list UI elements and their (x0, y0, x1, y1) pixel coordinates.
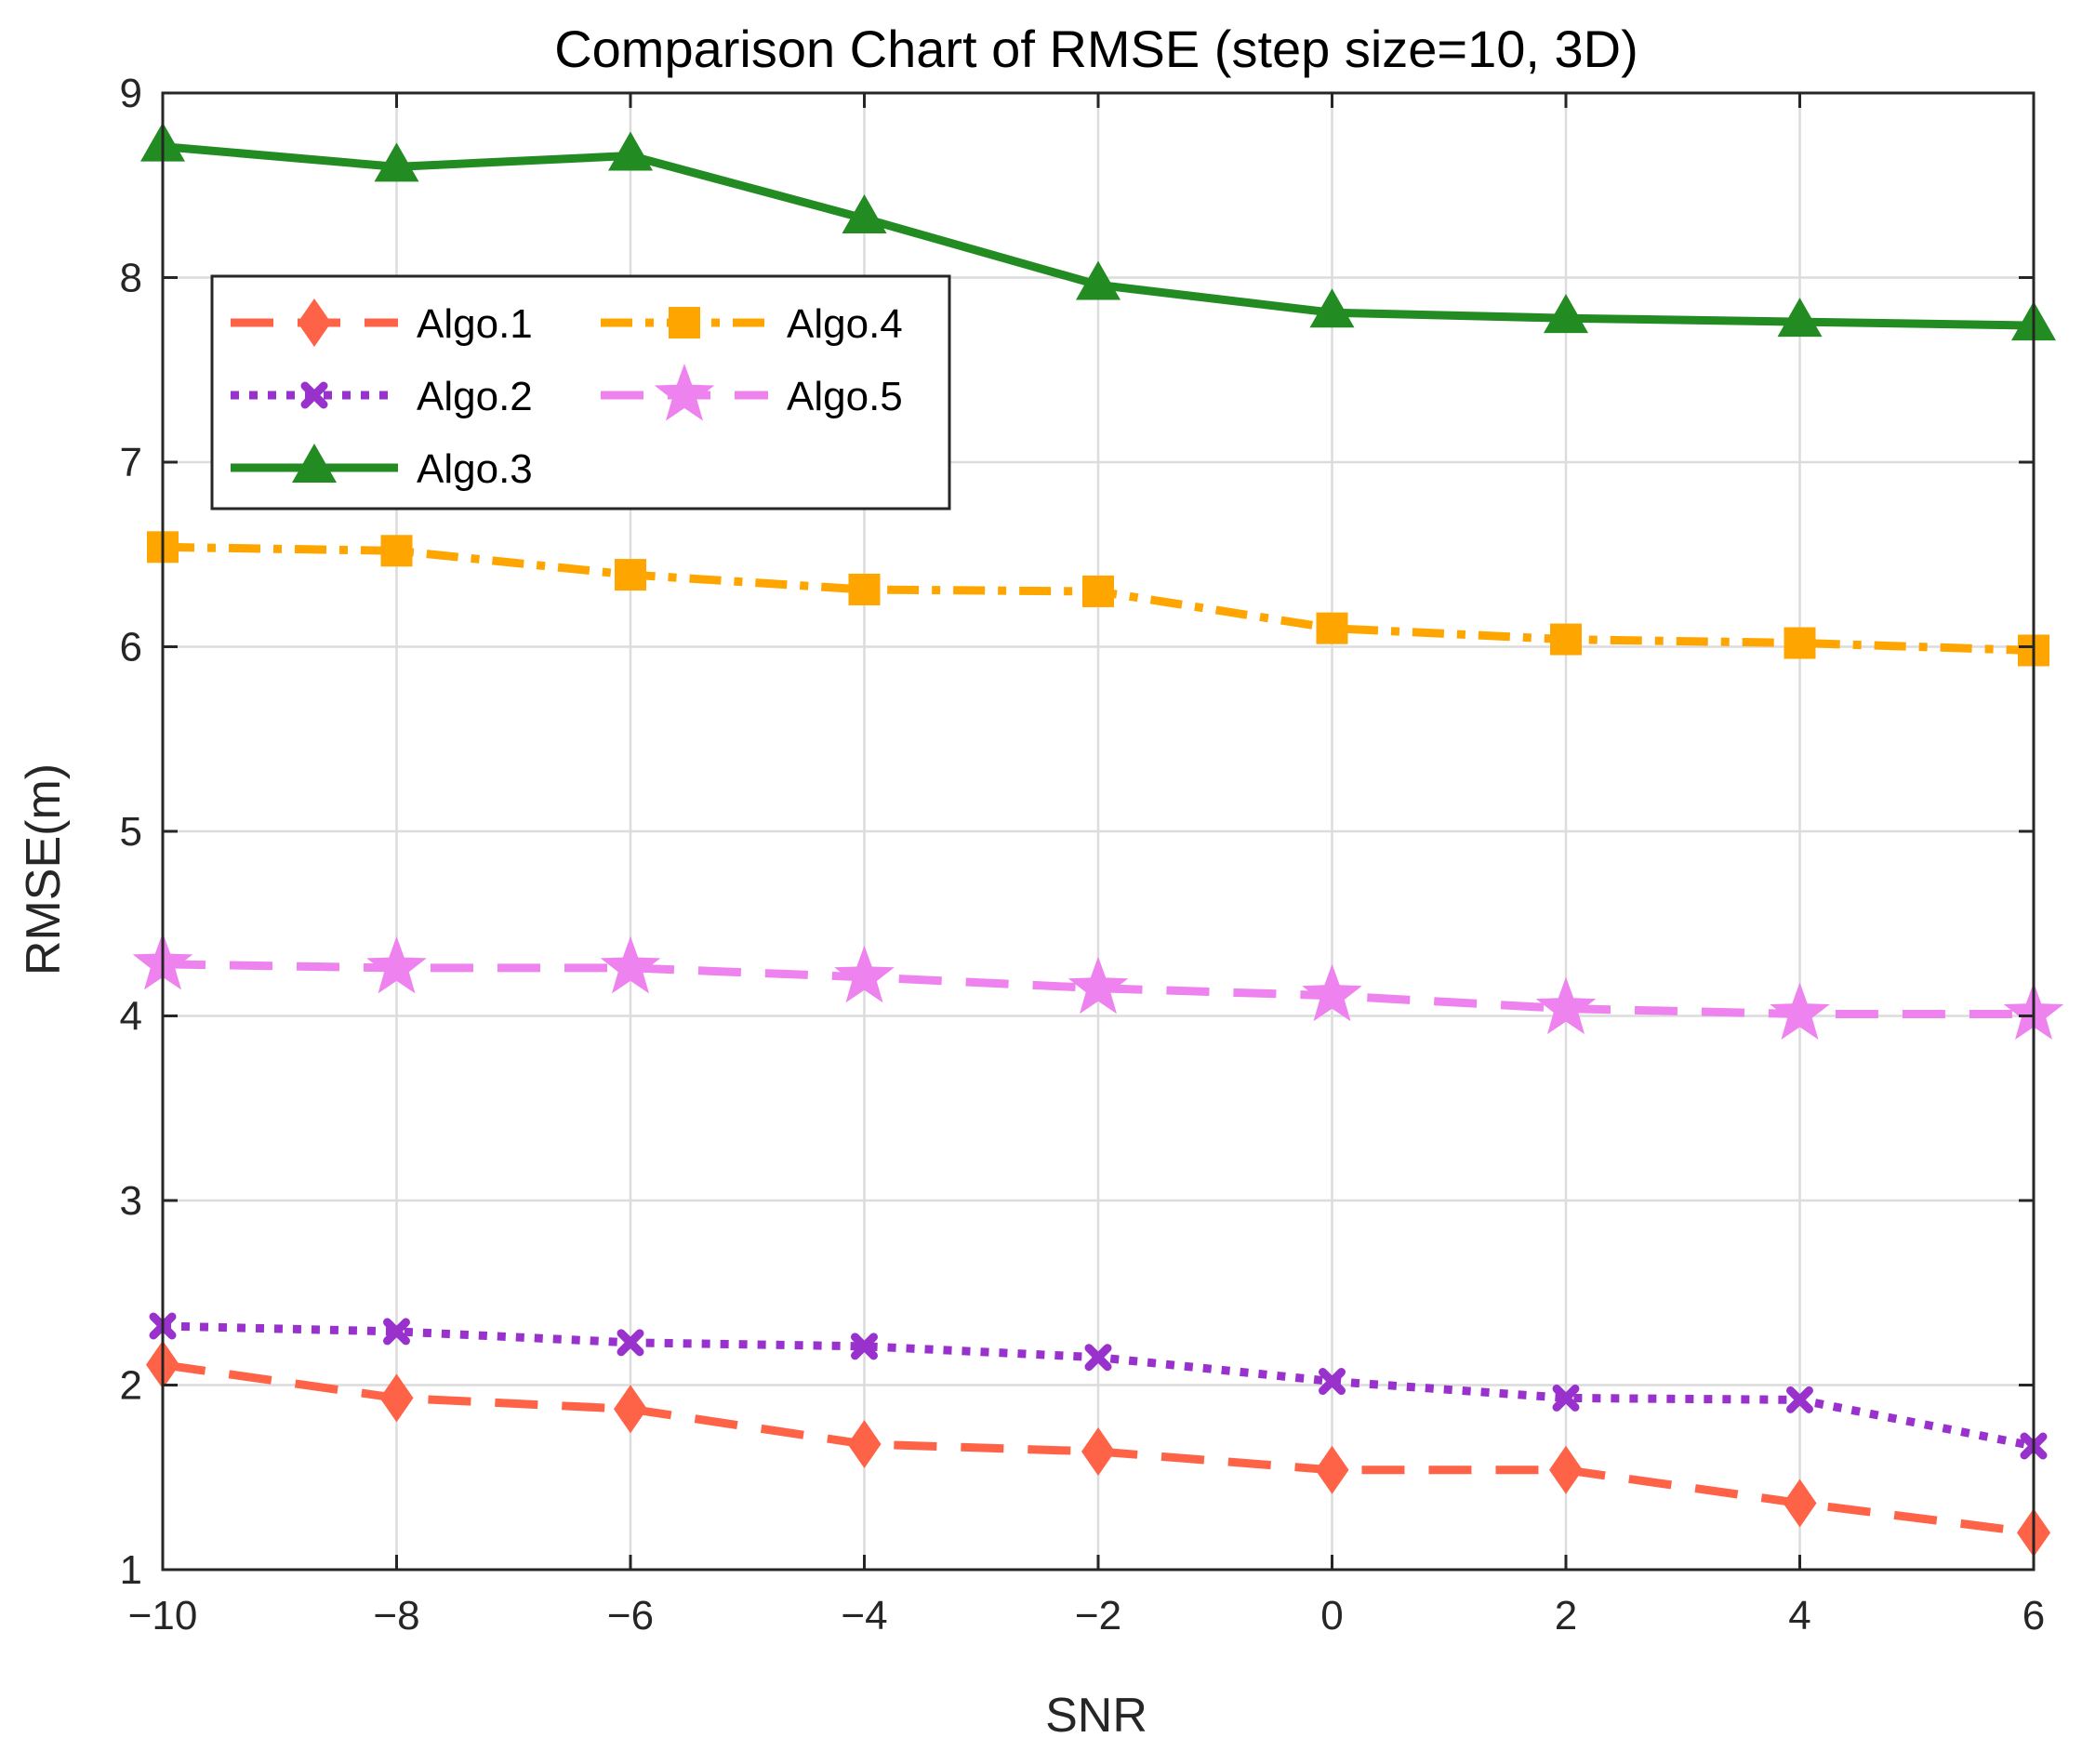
y-tick-label: 9 (120, 71, 142, 116)
data-point (1535, 976, 1597, 1035)
y-tick-label: 2 (120, 1363, 142, 1409)
data-point (614, 1385, 647, 1434)
series-line (162, 960, 2034, 1018)
data-point (617, 1329, 644, 1357)
data-point (1315, 1445, 1349, 1494)
y-tick-label: 8 (120, 256, 142, 301)
data-point (847, 1420, 882, 1469)
data-point (380, 535, 413, 567)
data-point (1550, 623, 1582, 656)
data-point (1309, 288, 1355, 328)
legend-label: Algo.3 (417, 446, 533, 492)
data-point (1544, 294, 1588, 334)
data-point (1770, 982, 1830, 1040)
data-point (383, 1318, 410, 1346)
x-tick-label: −8 (373, 1593, 419, 1638)
series-algo-4 (147, 531, 2049, 667)
legend-item: Algo.5 (601, 364, 903, 421)
data-point (366, 935, 427, 994)
data-point (851, 1333, 878, 1360)
data-point (374, 142, 419, 182)
data-point (1783, 1479, 1817, 1528)
legend: Algo.1 Algo.2 Algo.3 Algo.4 Algo.5 (210, 274, 951, 511)
legend-label: Algo.4 (787, 301, 903, 347)
legend-label: Algo.2 (417, 374, 533, 419)
data-point (615, 559, 646, 591)
y-tick-label: 7 (120, 440, 142, 485)
x-tick-label: −4 (841, 1593, 887, 1638)
legend-item: Algo.3 (231, 444, 533, 492)
x-tick-label: −6 (607, 1593, 654, 1638)
series-layer (132, 122, 2064, 1558)
data-point (1784, 627, 1816, 659)
x-tick-label: −10 (128, 1593, 198, 1638)
y-tick-label: 6 (120, 625, 142, 670)
x-tick-label: 6 (2022, 1593, 2045, 1638)
legend-marker (298, 298, 331, 347)
data-point (379, 1373, 414, 1423)
data-point (600, 935, 661, 994)
legend-marker (654, 364, 715, 421)
legend-label: Algo.5 (787, 374, 903, 419)
data-point (1082, 575, 1114, 607)
data-point (1076, 260, 1121, 300)
y-tick-label: 3 (120, 1178, 142, 1224)
data-point (1777, 298, 1823, 338)
data-point (1552, 1384, 1580, 1412)
legend-label: Algo.1 (417, 301, 533, 347)
data-point (1549, 1445, 1583, 1494)
legend-marker (300, 381, 328, 409)
data-point (608, 131, 653, 171)
x-tick-label: 0 (1320, 1593, 1343, 1638)
data-point (1068, 956, 1129, 1015)
x-axis-label: SNR (1045, 1689, 1147, 1743)
y-tick-label: 4 (120, 994, 142, 1040)
data-point (842, 193, 887, 233)
legend-item: Algo.1 (231, 298, 533, 347)
data-point (1319, 1368, 1346, 1396)
y-tick-label: 1 (120, 1547, 142, 1593)
data-point (1081, 1426, 1115, 1476)
data-point (1786, 1386, 1813, 1413)
ticks: −10 −8 −6 −4 −2 0 2 4 6 1 2 3 4 5 6 7 8 9 (120, 71, 2046, 1638)
series-algo-2 (149, 1312, 2048, 1460)
data-point (1084, 1344, 1112, 1372)
data-point (848, 573, 881, 605)
data-point (834, 945, 895, 1003)
x-tick-label: 4 (1788, 1593, 1810, 1638)
legend-item: Algo.4 (601, 301, 903, 347)
legend-marker (292, 444, 337, 483)
x-tick-label: 2 (1555, 1593, 1577, 1638)
legend-item: Algo.2 (231, 374, 533, 419)
y-axis-label: RMSE(m) (17, 763, 71, 975)
data-point (1302, 963, 1362, 1022)
x-tick-label: −2 (1075, 1593, 1121, 1638)
y-tick-label: 5 (120, 809, 142, 855)
data-point (1316, 612, 1348, 644)
legend-marker (669, 307, 700, 338)
chart-title: Comparison Chart of RMSE (step size=10, … (554, 20, 1638, 78)
